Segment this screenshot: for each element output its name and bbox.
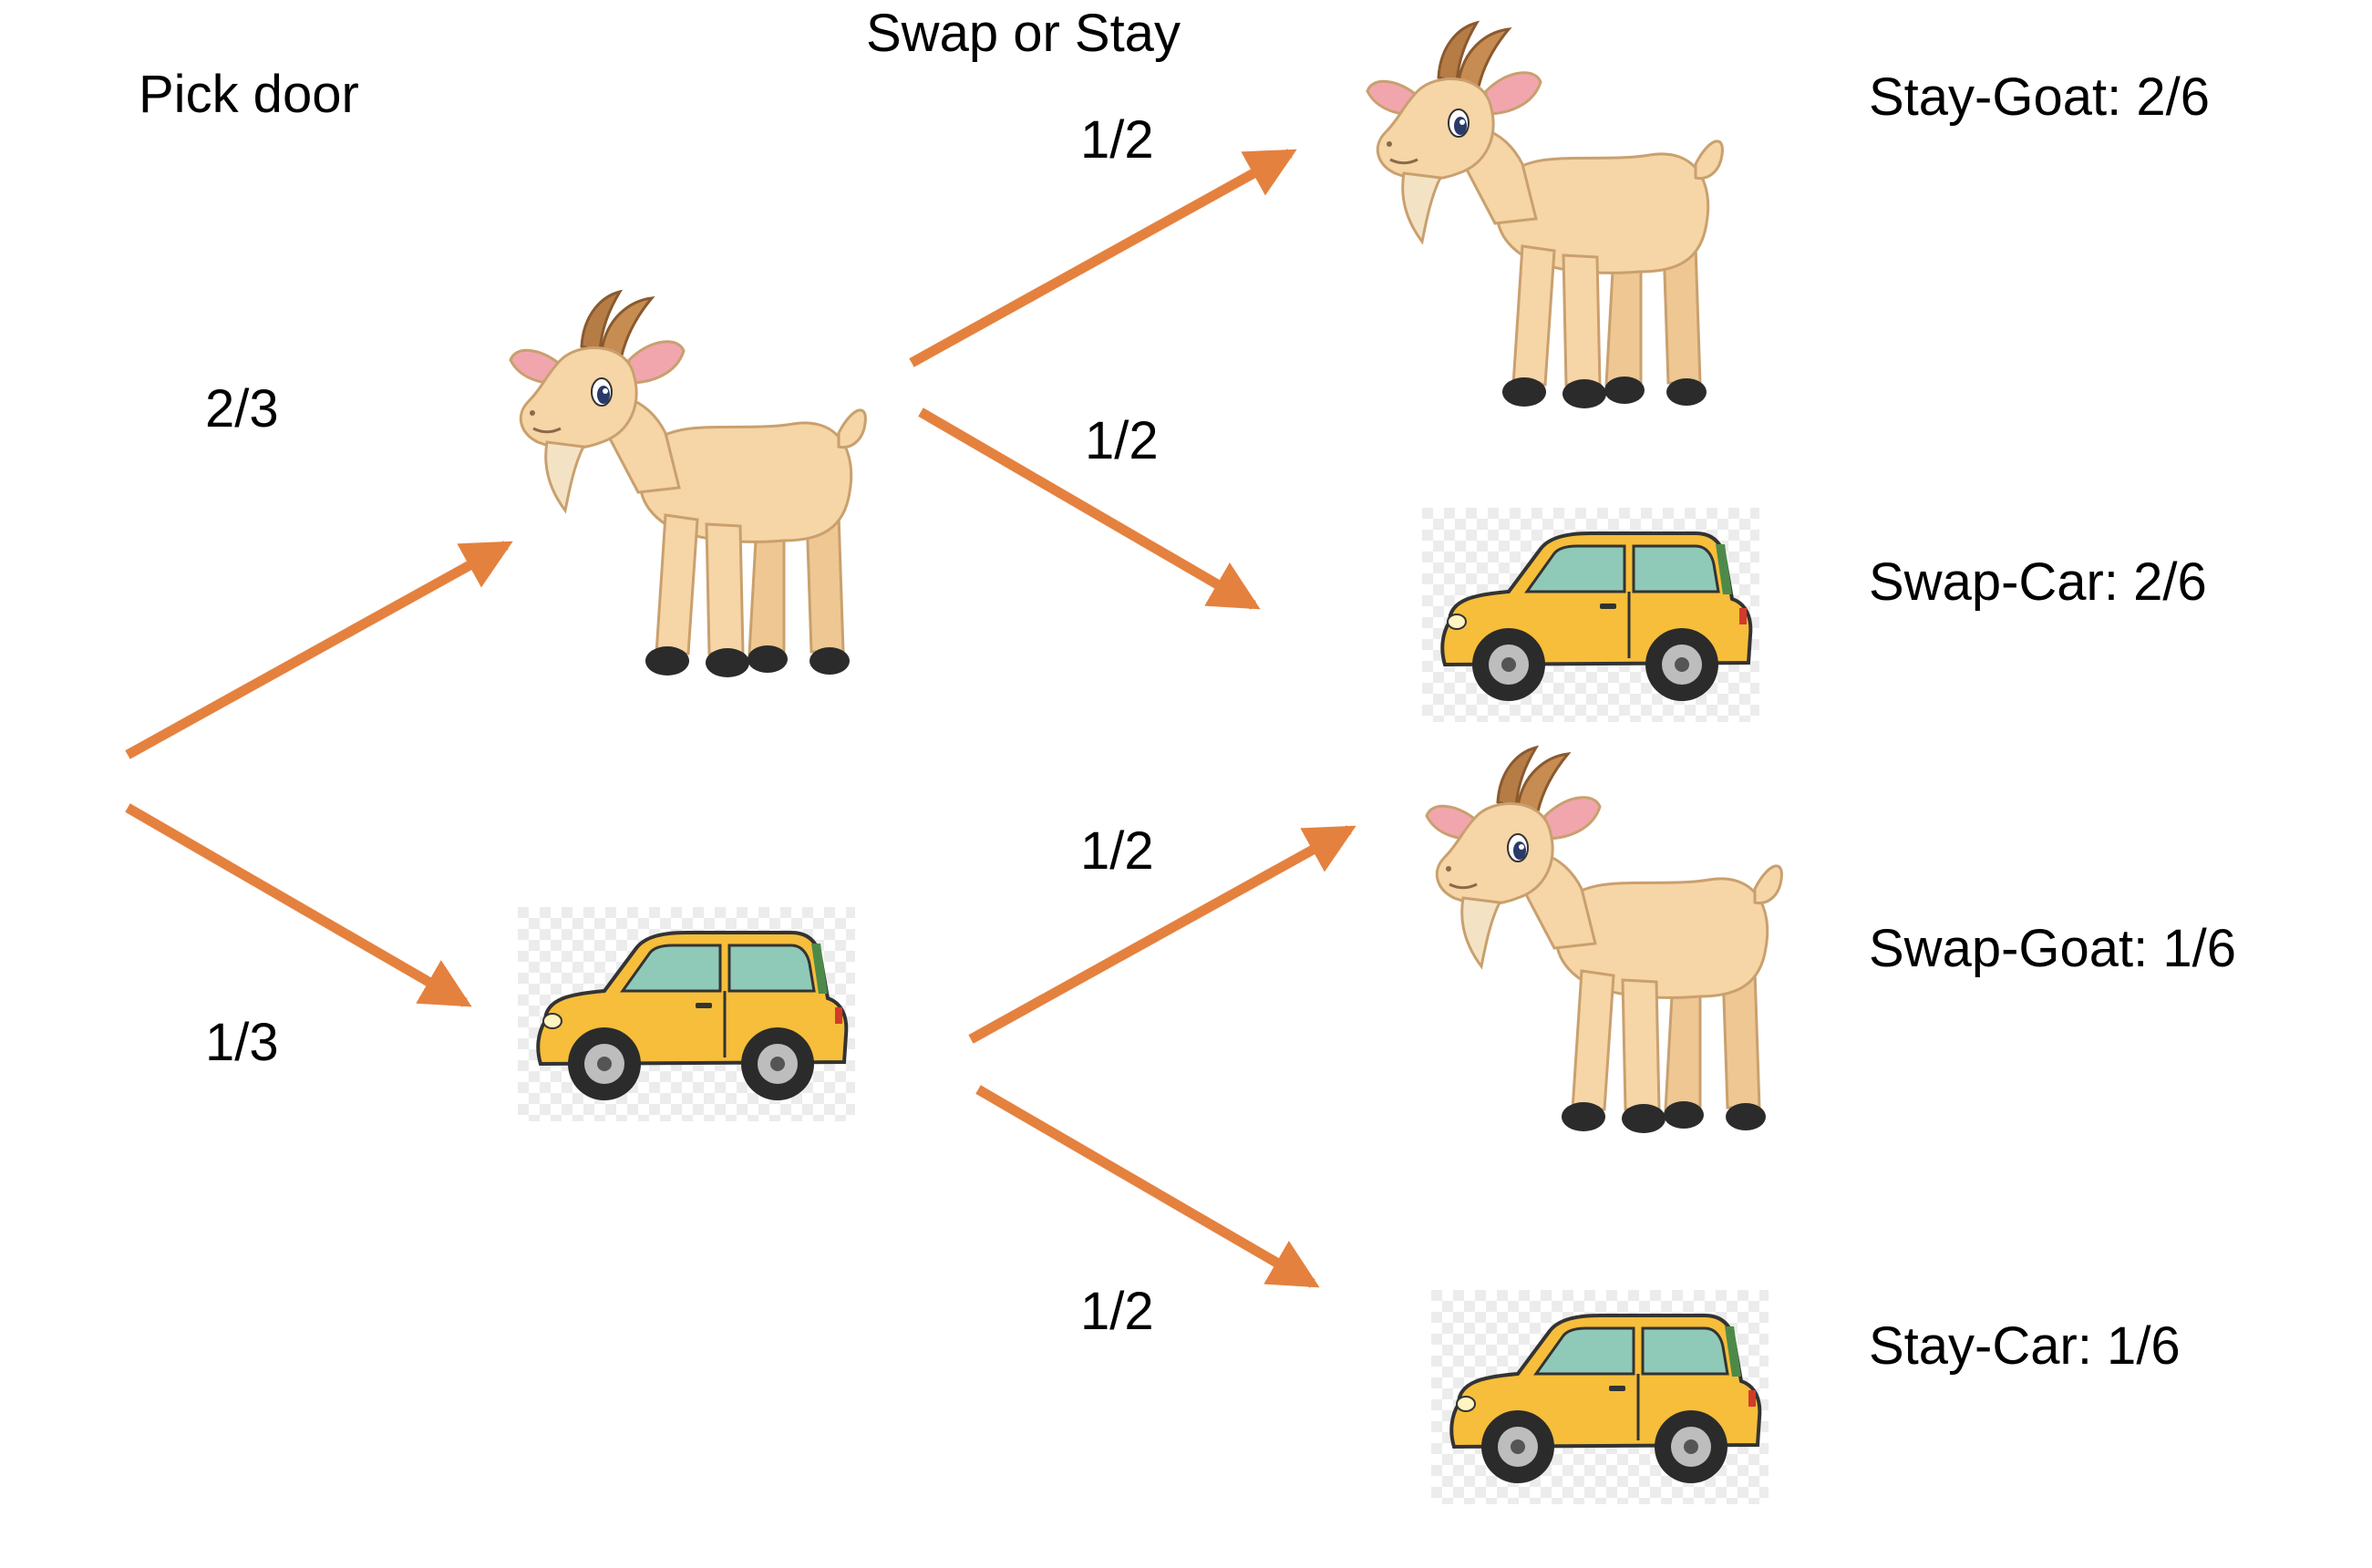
car-icon	[516, 905, 857, 1123]
arrow-car-to-stay-car	[975, 1085, 1320, 1288]
header-swap-or-stay: Swap or Stay	[866, 4, 1181, 63]
outcome-stay-car: Stay-Car: 1/6	[1869, 1316, 2181, 1376]
arrow-to-goat	[125, 541, 513, 759]
goat-branch-top-probability: 1/2	[1080, 110, 1154, 170]
goat-icon	[1425, 746, 1783, 1135]
arrow-to-car	[125, 803, 472, 1007]
arrow-car-to-swap-goat	[968, 825, 1356, 1044]
car-branch-bottom-probability: 1/2	[1080, 1282, 1154, 1341]
car-branch-top-probability: 1/2	[1080, 821, 1154, 881]
car-icon	[1420, 506, 1761, 724]
car-icon	[1429, 1288, 1770, 1506]
outcome-swap-car: Swap-Car: 2/6	[1869, 552, 2207, 612]
arrow-goat-to-swap-car	[918, 407, 1261, 610]
outcome-swap-goat: Swap-Goat: 1/6	[1869, 919, 2236, 978]
car-probability: 1/3	[205, 1013, 279, 1072]
goat-probability: 2/3	[205, 379, 279, 438]
arrow-goat-to-stay-goat	[909, 149, 1297, 367]
goat-icon	[509, 290, 867, 679]
goat-branch-bottom-probability: 1/2	[1085, 411, 1159, 470]
goat-icon	[1366, 21, 1724, 410]
outcome-stay-goat: Stay-Goat: 2/6	[1869, 67, 2210, 127]
header-pick-door: Pick door	[139, 65, 359, 124]
